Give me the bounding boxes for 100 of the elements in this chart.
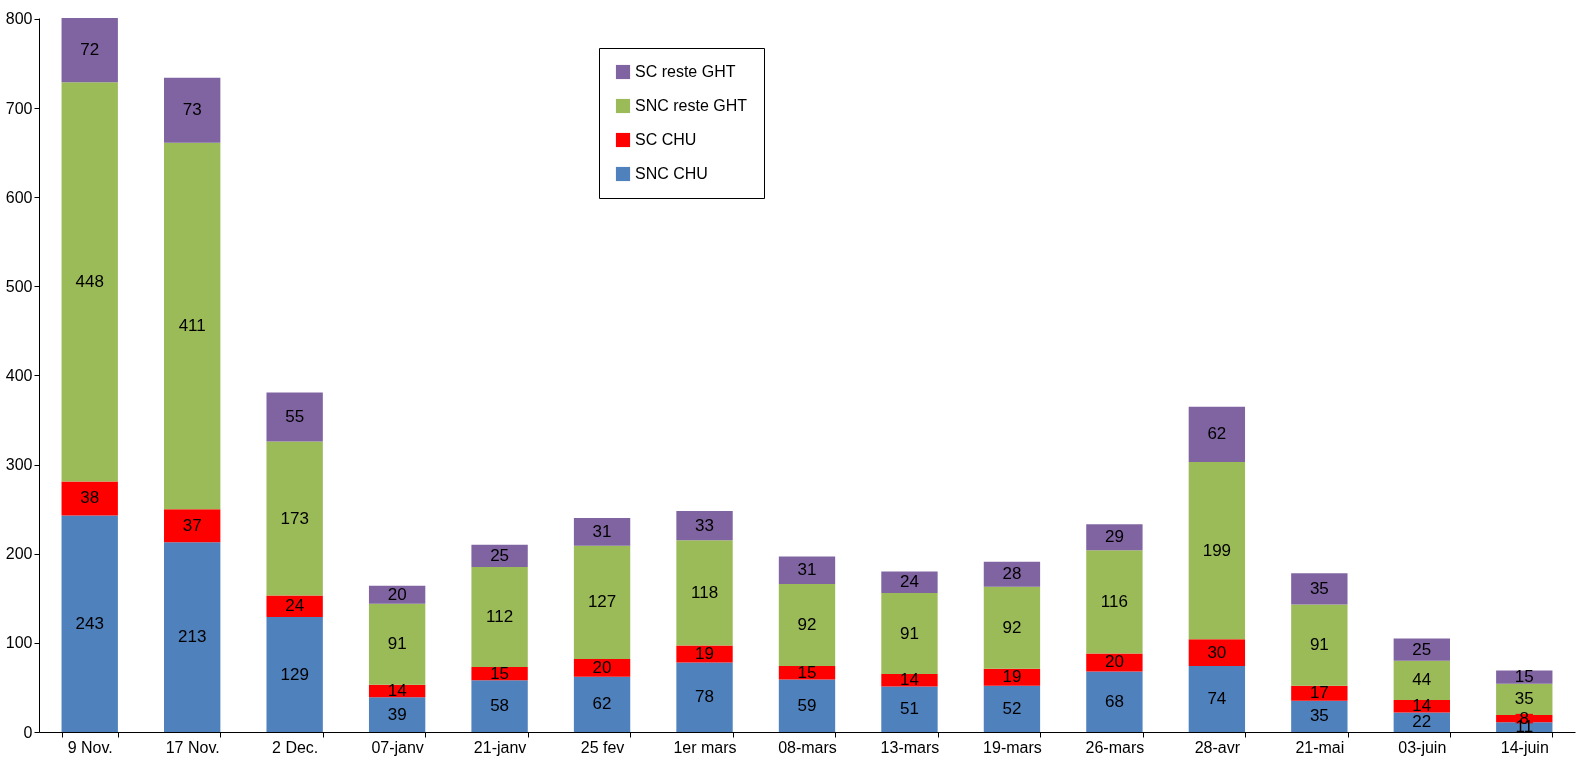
data-label: 243 xyxy=(75,613,104,633)
data-label: 24 xyxy=(285,596,305,616)
bar xyxy=(1393,638,1450,661)
data-label: 129 xyxy=(280,664,309,684)
data-label: 33 xyxy=(695,515,714,535)
bar xyxy=(61,515,118,732)
legend-label: SNC CHU xyxy=(635,165,708,182)
x-tick-label: 1er mars xyxy=(673,738,737,756)
bar xyxy=(61,18,118,83)
data-label: 52 xyxy=(1002,698,1022,718)
y-tick-label: 500 xyxy=(5,277,33,295)
bar xyxy=(368,603,426,685)
data-label: 15 xyxy=(490,663,510,683)
data-label: 55 xyxy=(285,406,305,426)
data-label: 112 xyxy=(486,607,514,627)
data-label: 59 xyxy=(797,695,817,715)
x-tick-label: 07-janv xyxy=(371,738,424,756)
bar xyxy=(676,540,733,646)
y-tick-label: 200 xyxy=(5,545,33,563)
data-label: 38 xyxy=(80,488,100,508)
data-label: 116 xyxy=(1100,591,1128,611)
data-label: 20 xyxy=(387,584,407,604)
x-tick-label: 2 Dec. xyxy=(272,738,319,756)
data-label: 62 xyxy=(592,694,612,714)
data-label: 78 xyxy=(695,687,714,707)
data-label: 20 xyxy=(592,657,612,677)
bar xyxy=(573,518,631,546)
y-tick-label: 300 xyxy=(5,456,33,474)
bar xyxy=(881,686,938,732)
bar xyxy=(1188,666,1246,732)
bar xyxy=(266,392,323,442)
bar xyxy=(266,441,323,596)
bar xyxy=(676,662,733,732)
bar xyxy=(1393,660,1450,700)
bar xyxy=(1086,671,1143,732)
x-tick-label: 21-mai xyxy=(1295,738,1345,756)
y-tick-label: 0 xyxy=(23,723,33,741)
x-tick-label: 25 fev xyxy=(580,738,625,756)
bar xyxy=(164,142,221,510)
data-label: 91 xyxy=(387,634,407,654)
bar xyxy=(573,676,631,732)
data-label: 127 xyxy=(587,592,617,612)
x-tick-label: 17 Nov. xyxy=(165,738,220,756)
data-label: 35 xyxy=(1514,689,1534,709)
bar xyxy=(1086,524,1143,551)
bar xyxy=(368,697,426,732)
bar xyxy=(471,567,528,667)
data-label: 15 xyxy=(1514,667,1534,687)
legend-label: SC CHU xyxy=(635,131,697,148)
data-label: 411 xyxy=(178,315,206,335)
data-label: 74 xyxy=(1207,689,1227,709)
bar xyxy=(1291,700,1348,732)
x-tick-label: 14-juin xyxy=(1500,738,1549,756)
data-label: 68 xyxy=(1104,691,1124,711)
bar xyxy=(983,586,1041,669)
data-label: 62 xyxy=(1207,424,1227,444)
data-label: 30 xyxy=(1207,642,1227,662)
data-label: 15 xyxy=(797,662,817,682)
bar xyxy=(164,77,221,143)
bar xyxy=(164,509,221,543)
data-label: 73 xyxy=(182,100,202,120)
y-tick-label: 600 xyxy=(5,188,33,206)
bar xyxy=(778,556,836,585)
bar xyxy=(676,510,733,541)
data-label: 91 xyxy=(1309,635,1329,655)
bar xyxy=(778,679,836,732)
data-label: 448 xyxy=(75,271,104,291)
bar xyxy=(1188,406,1246,462)
data-label: 25 xyxy=(490,545,510,565)
data-label: 91 xyxy=(900,623,919,643)
data-label: 35 xyxy=(1309,706,1329,726)
y-tick-label: 700 xyxy=(5,99,33,117)
bar xyxy=(61,481,118,516)
bar xyxy=(778,584,836,667)
y-tick-label: 400 xyxy=(5,366,33,384)
bar xyxy=(573,545,631,659)
data-label: 213 xyxy=(178,627,207,647)
data-label: 14 xyxy=(387,681,407,700)
x-tick-label: 26-mars xyxy=(1085,738,1145,756)
bar xyxy=(61,82,118,482)
data-label: 58 xyxy=(490,696,510,716)
bar xyxy=(1188,639,1246,667)
data-label: 199 xyxy=(1202,540,1232,560)
y-tick-label: 800 xyxy=(5,10,33,28)
data-label: 44 xyxy=(1412,670,1432,690)
data-label: 28 xyxy=(1002,564,1022,584)
data-label: 35 xyxy=(1309,578,1329,598)
data-label: 24 xyxy=(900,572,919,592)
bar xyxy=(983,685,1041,732)
data-label: 118 xyxy=(690,582,719,602)
bar xyxy=(1086,550,1143,654)
x-tick-label: 13-mars xyxy=(880,738,940,756)
x-tick-label: 03-juin xyxy=(1398,738,1447,756)
bar xyxy=(1291,573,1348,605)
data-label: 173 xyxy=(280,508,309,528)
bar xyxy=(1188,461,1246,640)
x-tick-label: 08-mars xyxy=(778,738,837,756)
x-tick-label: 21-janv xyxy=(473,738,527,756)
data-label: 51 xyxy=(900,699,919,719)
data-label: 72 xyxy=(80,40,100,60)
